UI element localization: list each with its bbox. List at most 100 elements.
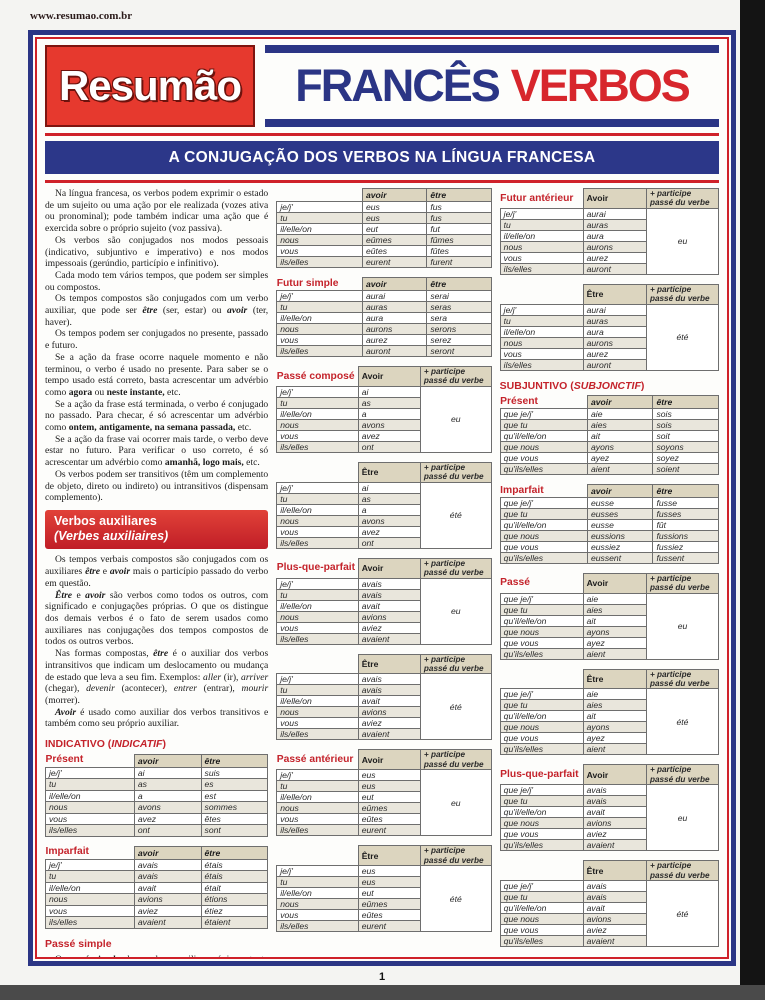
aux-cell: ait (582, 614, 647, 627)
tense-label: Futur simple (276, 278, 339, 290)
table-row: il/elle/on eut fut (276, 223, 492, 235)
pronoun-cell: je/j' (276, 385, 359, 398)
aux-col-header: Avoir (582, 572, 647, 594)
pronoun-cell: que tu (499, 418, 589, 431)
aux-cell: ont (357, 440, 421, 453)
aux-col-header: être (652, 394, 719, 409)
participle-col-header: + participe passé du verbe (419, 557, 492, 579)
rule-above-banner (45, 133, 719, 136)
table-row: qu'il/elle/on ait soit (499, 429, 719, 442)
table-row: nous avions (276, 706, 491, 719)
etre-cell: soit (652, 429, 719, 442)
participle-cell: eu (419, 769, 492, 837)
table-row: il/elle/on a est (45, 789, 269, 803)
etre-cell: fut (426, 223, 492, 235)
pronoun-cell: vous (499, 251, 584, 264)
table-row: tu auras (499, 314, 718, 327)
aux-cell: as (357, 396, 421, 409)
aux-cell: aviez (582, 828, 647, 841)
table-row: nous eûmes fûmes (276, 234, 492, 246)
pronoun-cell: que je/j' (499, 592, 584, 605)
table-block: Être + participe passé du verbe que je/j' av… (499, 860, 720, 948)
table-row: je/j' avais été (276, 673, 492, 741)
table-row: tu as es (45, 778, 269, 791)
pronoun-cell: que je/j' (499, 407, 589, 420)
table-row: que vous ayez soyez (499, 451, 719, 464)
pronoun-cell: que nous (499, 721, 584, 734)
pronoun-cell: vous (276, 717, 359, 730)
table-row: que je/j' eusse fusse (499, 496, 719, 509)
participle-cell: été (645, 303, 720, 371)
pronoun-cell: tu (276, 492, 359, 505)
table-row: que je/j' avais eu (499, 784, 720, 852)
participle-col-header: + participe passé du verbe (419, 461, 492, 483)
participle-cell: été (419, 865, 492, 933)
pronoun-cell: qu'il/elle/on (499, 806, 584, 819)
aux-cell: avions (357, 706, 421, 719)
table-row: vous aviez (276, 717, 491, 730)
table-row: que je/j' aie eu (499, 592, 720, 660)
intro-paragraphs: Na língua francesa, os verbos podem expr… (45, 188, 268, 504)
participle-cell: eu (645, 207, 720, 275)
conjugation-table-futur-ant-rieur: Futur antérieur Avoir + participe passé du … (499, 188, 720, 275)
pronoun-cell: vous (499, 347, 584, 360)
aux-cell: auras (582, 218, 647, 231)
pronoun-cell: je/j' (276, 769, 359, 782)
table-row: que je/j' avais été (499, 880, 720, 948)
pronoun-cell: nous (45, 893, 135, 906)
subjunctive-heading: SUBJUNTIVO (SUBJONCTIF) (499, 379, 645, 392)
tense-label (277, 189, 363, 202)
aux-cell: avait (357, 599, 421, 612)
paragraph: Os tempos compostos são conjugados com u… (45, 293, 269, 328)
pronoun-cell: qu'ils/elles (499, 462, 589, 475)
avoir-cell: avais (133, 858, 202, 872)
logo-text: Resumão (58, 62, 242, 109)
pronoun-cell: il/elle/on (276, 407, 359, 420)
table-row: que tu avais (499, 795, 718, 808)
participle-col-header: + participe passé du verbe (645, 188, 720, 209)
pronoun-cell: je/j' (276, 481, 359, 494)
table-block: Être + participe passé du verbe je/j' eus été… (276, 845, 492, 933)
aux-cell: eus (357, 865, 421, 878)
pronoun-cell: tu (45, 870, 135, 883)
etre-cell: étions (200, 893, 269, 906)
aux-col-header: être (652, 483, 719, 498)
pronoun-cell: je/j' (276, 673, 359, 686)
participle-col-header: + participe passé du verbe (419, 653, 492, 675)
avoir-cell: as (133, 778, 202, 791)
aux-col-header: avoir (586, 483, 654, 498)
pronoun-cell: ils/elles (276, 824, 359, 837)
table-row: que je/j' aie sois (499, 407, 719, 420)
aux-cell: eûtes (357, 909, 421, 922)
avoir-cell: aurez (361, 334, 428, 346)
aux-col-header: Avoir (357, 366, 421, 387)
aux-cell: aurons (582, 336, 647, 349)
pronoun-cell: tu (276, 396, 359, 409)
aux-col-header: Être (582, 860, 647, 882)
avoir-cell: aie (586, 407, 654, 420)
table-row: je/j' eus fus (276, 201, 492, 213)
aux-cell: avais (357, 673, 421, 686)
table-row: il/elle/on avait était (45, 881, 269, 895)
table-row: que tu eusses fusses (499, 507, 719, 520)
pronoun-cell: que nous (499, 913, 584, 926)
etre-cell: serai (426, 290, 492, 302)
pronoun-cell: il/elle/on (276, 223, 363, 235)
participle-cell: été (419, 673, 492, 741)
table-row: ils/elles eurent furent (276, 256, 492, 268)
aux-box-title-pt: Verbos auxiliares (54, 513, 157, 528)
pronoun-cell: que tu (499, 603, 584, 616)
participle-col-header: + participe passé du verbe (419, 366, 492, 387)
pronoun-cell: il/elle/on (499, 229, 584, 242)
aux-cell: aura (582, 325, 647, 338)
table-row: vous eûtes fûtes (276, 245, 492, 257)
tense-label (277, 654, 358, 674)
conjugation-table: avoir être je/j' eus fus tu eus fus il/elle/on eu… (276, 188, 492, 268)
paragraph: Os verbos são conjugados nos modos pesso… (45, 234, 269, 270)
table-row: je/j' aurai eu (499, 207, 720, 275)
pronoun-cell: nous (276, 514, 359, 527)
tense-label: Imparfait (500, 484, 544, 496)
avoir-cell: avaient (133, 916, 202, 929)
avoir-cell: ai (133, 766, 202, 780)
title-block: FRANCÊS VERBOS (265, 45, 719, 127)
